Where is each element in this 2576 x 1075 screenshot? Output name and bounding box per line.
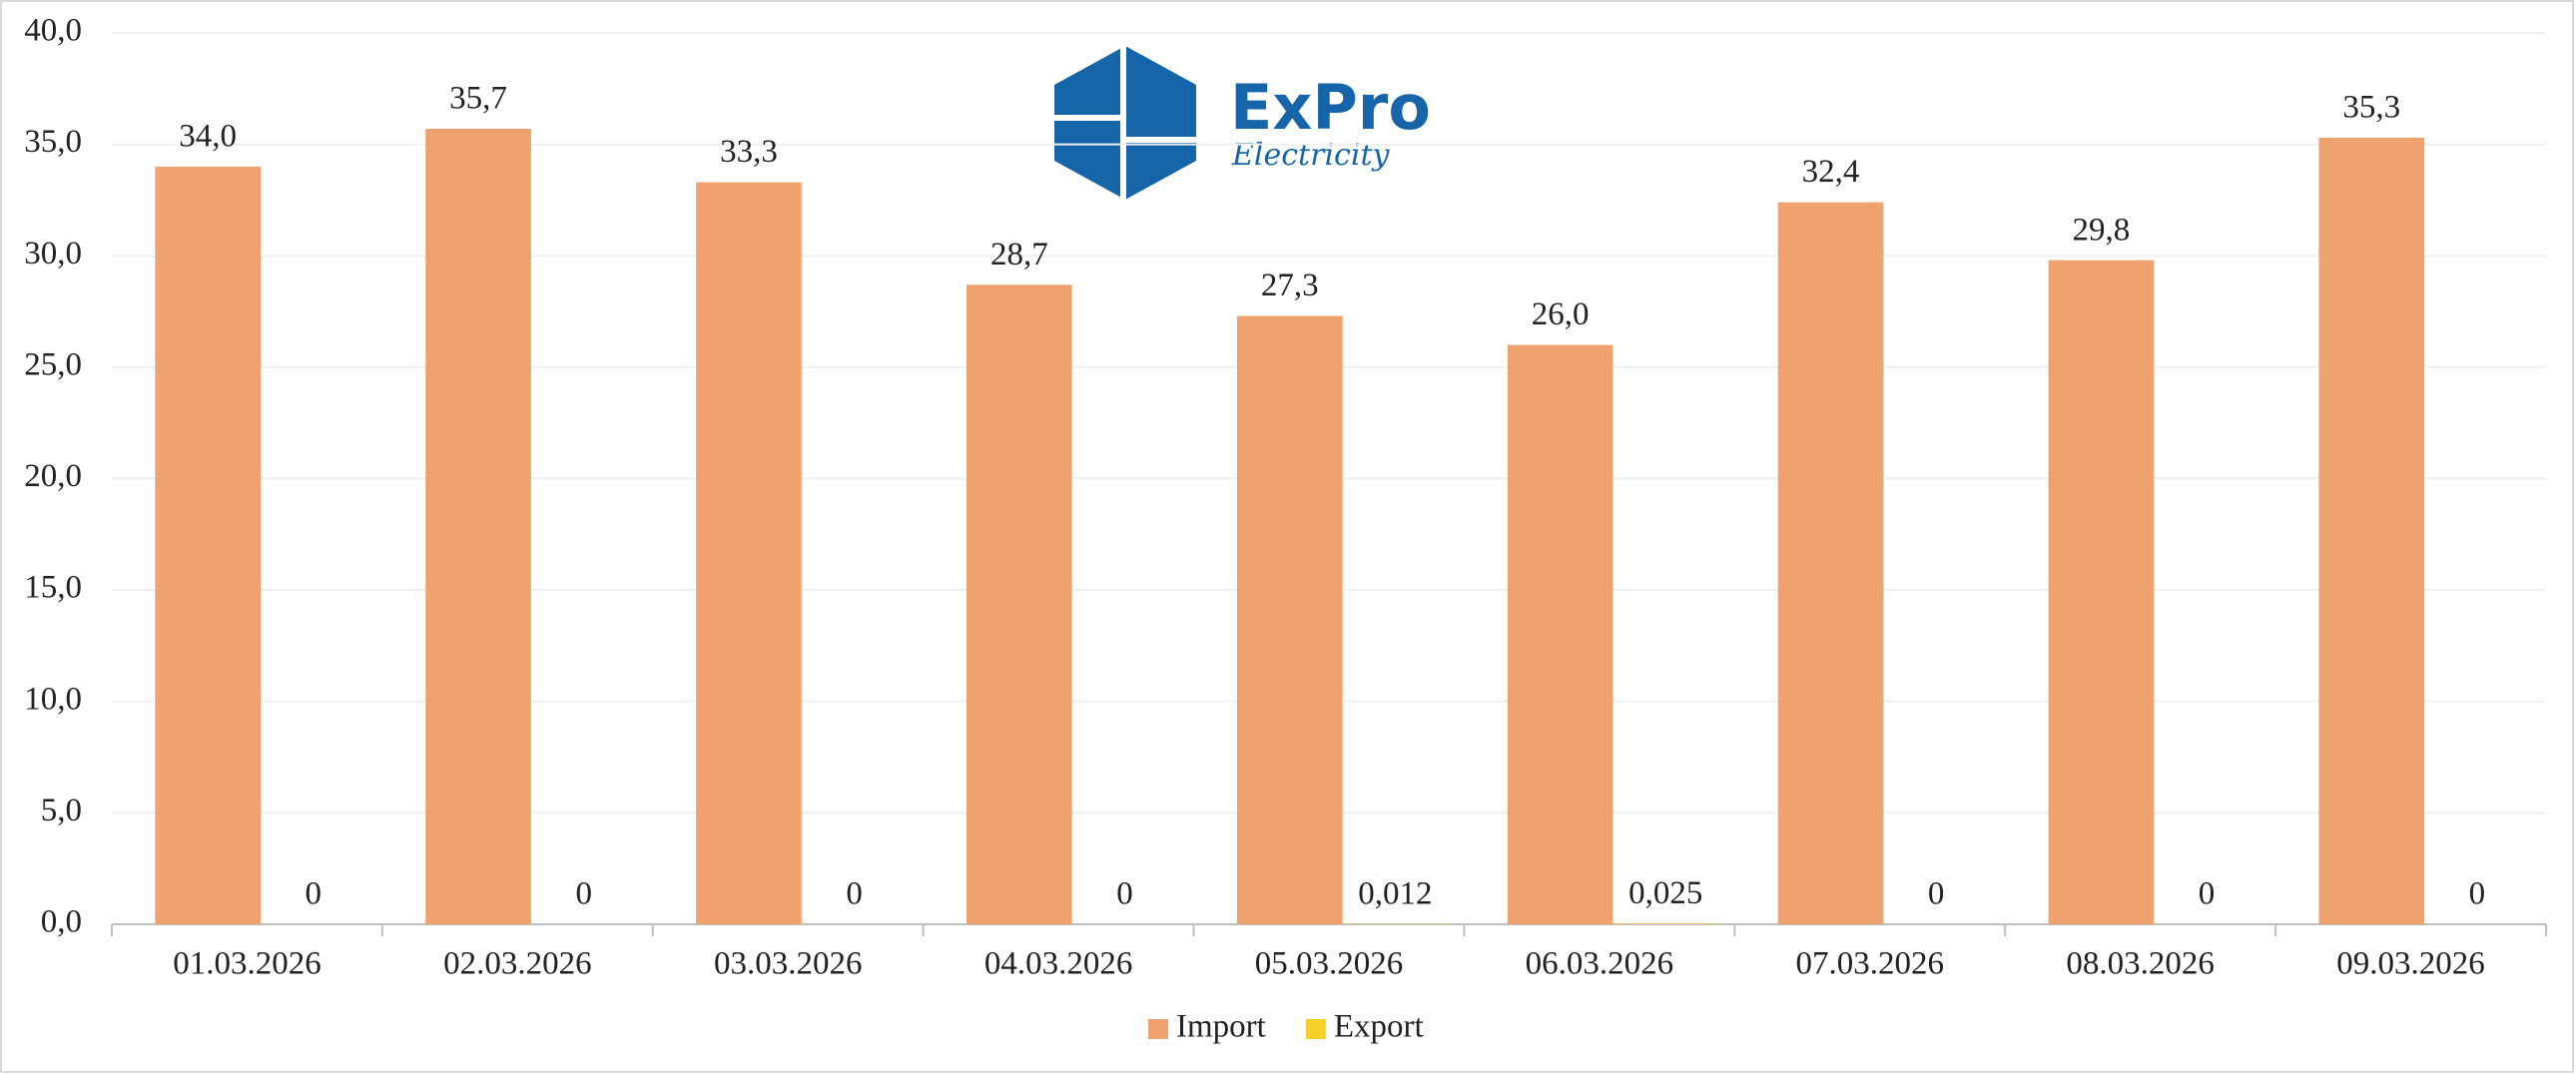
y-tick-label: 20,0 <box>24 458 82 494</box>
bar <box>696 182 802 924</box>
legend-swatch <box>1305 1019 1326 1039</box>
data-label: 29,8 <box>2073 212 2131 248</box>
bar <box>2048 260 2155 925</box>
x-tick-label: 05.03.2026 <box>1255 946 1404 982</box>
data-label: 34,0 <box>179 119 237 155</box>
data-label: 28,7 <box>990 237 1048 272</box>
bar <box>966 284 1072 925</box>
data-label: 0 <box>306 876 322 912</box>
y-tick-label: 15,0 <box>24 570 82 606</box>
bar <box>2318 137 2425 925</box>
y-tick-label: 0,0 <box>41 904 82 940</box>
data-label: 27,3 <box>1261 268 1319 303</box>
logo-tagline: Electricity <box>1231 138 1390 173</box>
logo-name: ExPro <box>1230 71 1431 144</box>
x-tick-label: 08.03.2026 <box>2066 946 2215 982</box>
bar <box>1777 202 1884 925</box>
x-tick-label: 06.03.2026 <box>1526 946 1674 982</box>
x-tick-label: 04.03.2026 <box>984 946 1133 982</box>
legend-swatch <box>1148 1019 1168 1039</box>
y-tick-label: 30,0 <box>24 236 82 271</box>
data-label: 33,3 <box>720 134 778 170</box>
bar <box>1612 923 1719 924</box>
logo: ExPro Electricity <box>1054 46 1431 200</box>
data-label: 0 <box>575 876 592 912</box>
data-label: 32,4 <box>1802 154 1860 190</box>
bar <box>1507 344 1613 924</box>
data-label: 35,3 <box>2342 90 2400 126</box>
bar <box>1236 315 1343 925</box>
data-label: 26,0 <box>1532 296 1590 332</box>
data-label: 0 <box>1928 876 1945 912</box>
x-tick-label: 01.03.2026 <box>173 946 322 982</box>
y-tick-label: 25,0 <box>24 346 82 382</box>
data-label: 0 <box>2469 876 2486 912</box>
legend-label: Export <box>1334 1009 1424 1045</box>
y-tick-label: 35,0 <box>24 124 82 160</box>
bar <box>425 128 531 924</box>
x-tick-label: 09.03.2026 <box>2336 946 2485 982</box>
x-tick-label: 02.03.2026 <box>443 946 592 982</box>
bar <box>155 166 261 924</box>
data-label: 0 <box>846 876 863 912</box>
y-tick-label: 40,0 <box>24 13 82 49</box>
data-label: 0,025 <box>1628 875 1702 911</box>
data-label: 0,012 <box>1358 875 1432 911</box>
legend-label: Import <box>1176 1009 1266 1045</box>
x-tick-label: 03.03.2026 <box>714 946 863 982</box>
data-label: 0 <box>2199 876 2216 912</box>
data-label: 0 <box>1116 876 1133 912</box>
y-tick-label: 10,0 <box>24 681 82 717</box>
data-label: 35,7 <box>449 81 507 117</box>
y-tick-label: 5,0 <box>41 793 82 828</box>
x-tick-label: 07.03.2026 <box>1796 946 1945 982</box>
